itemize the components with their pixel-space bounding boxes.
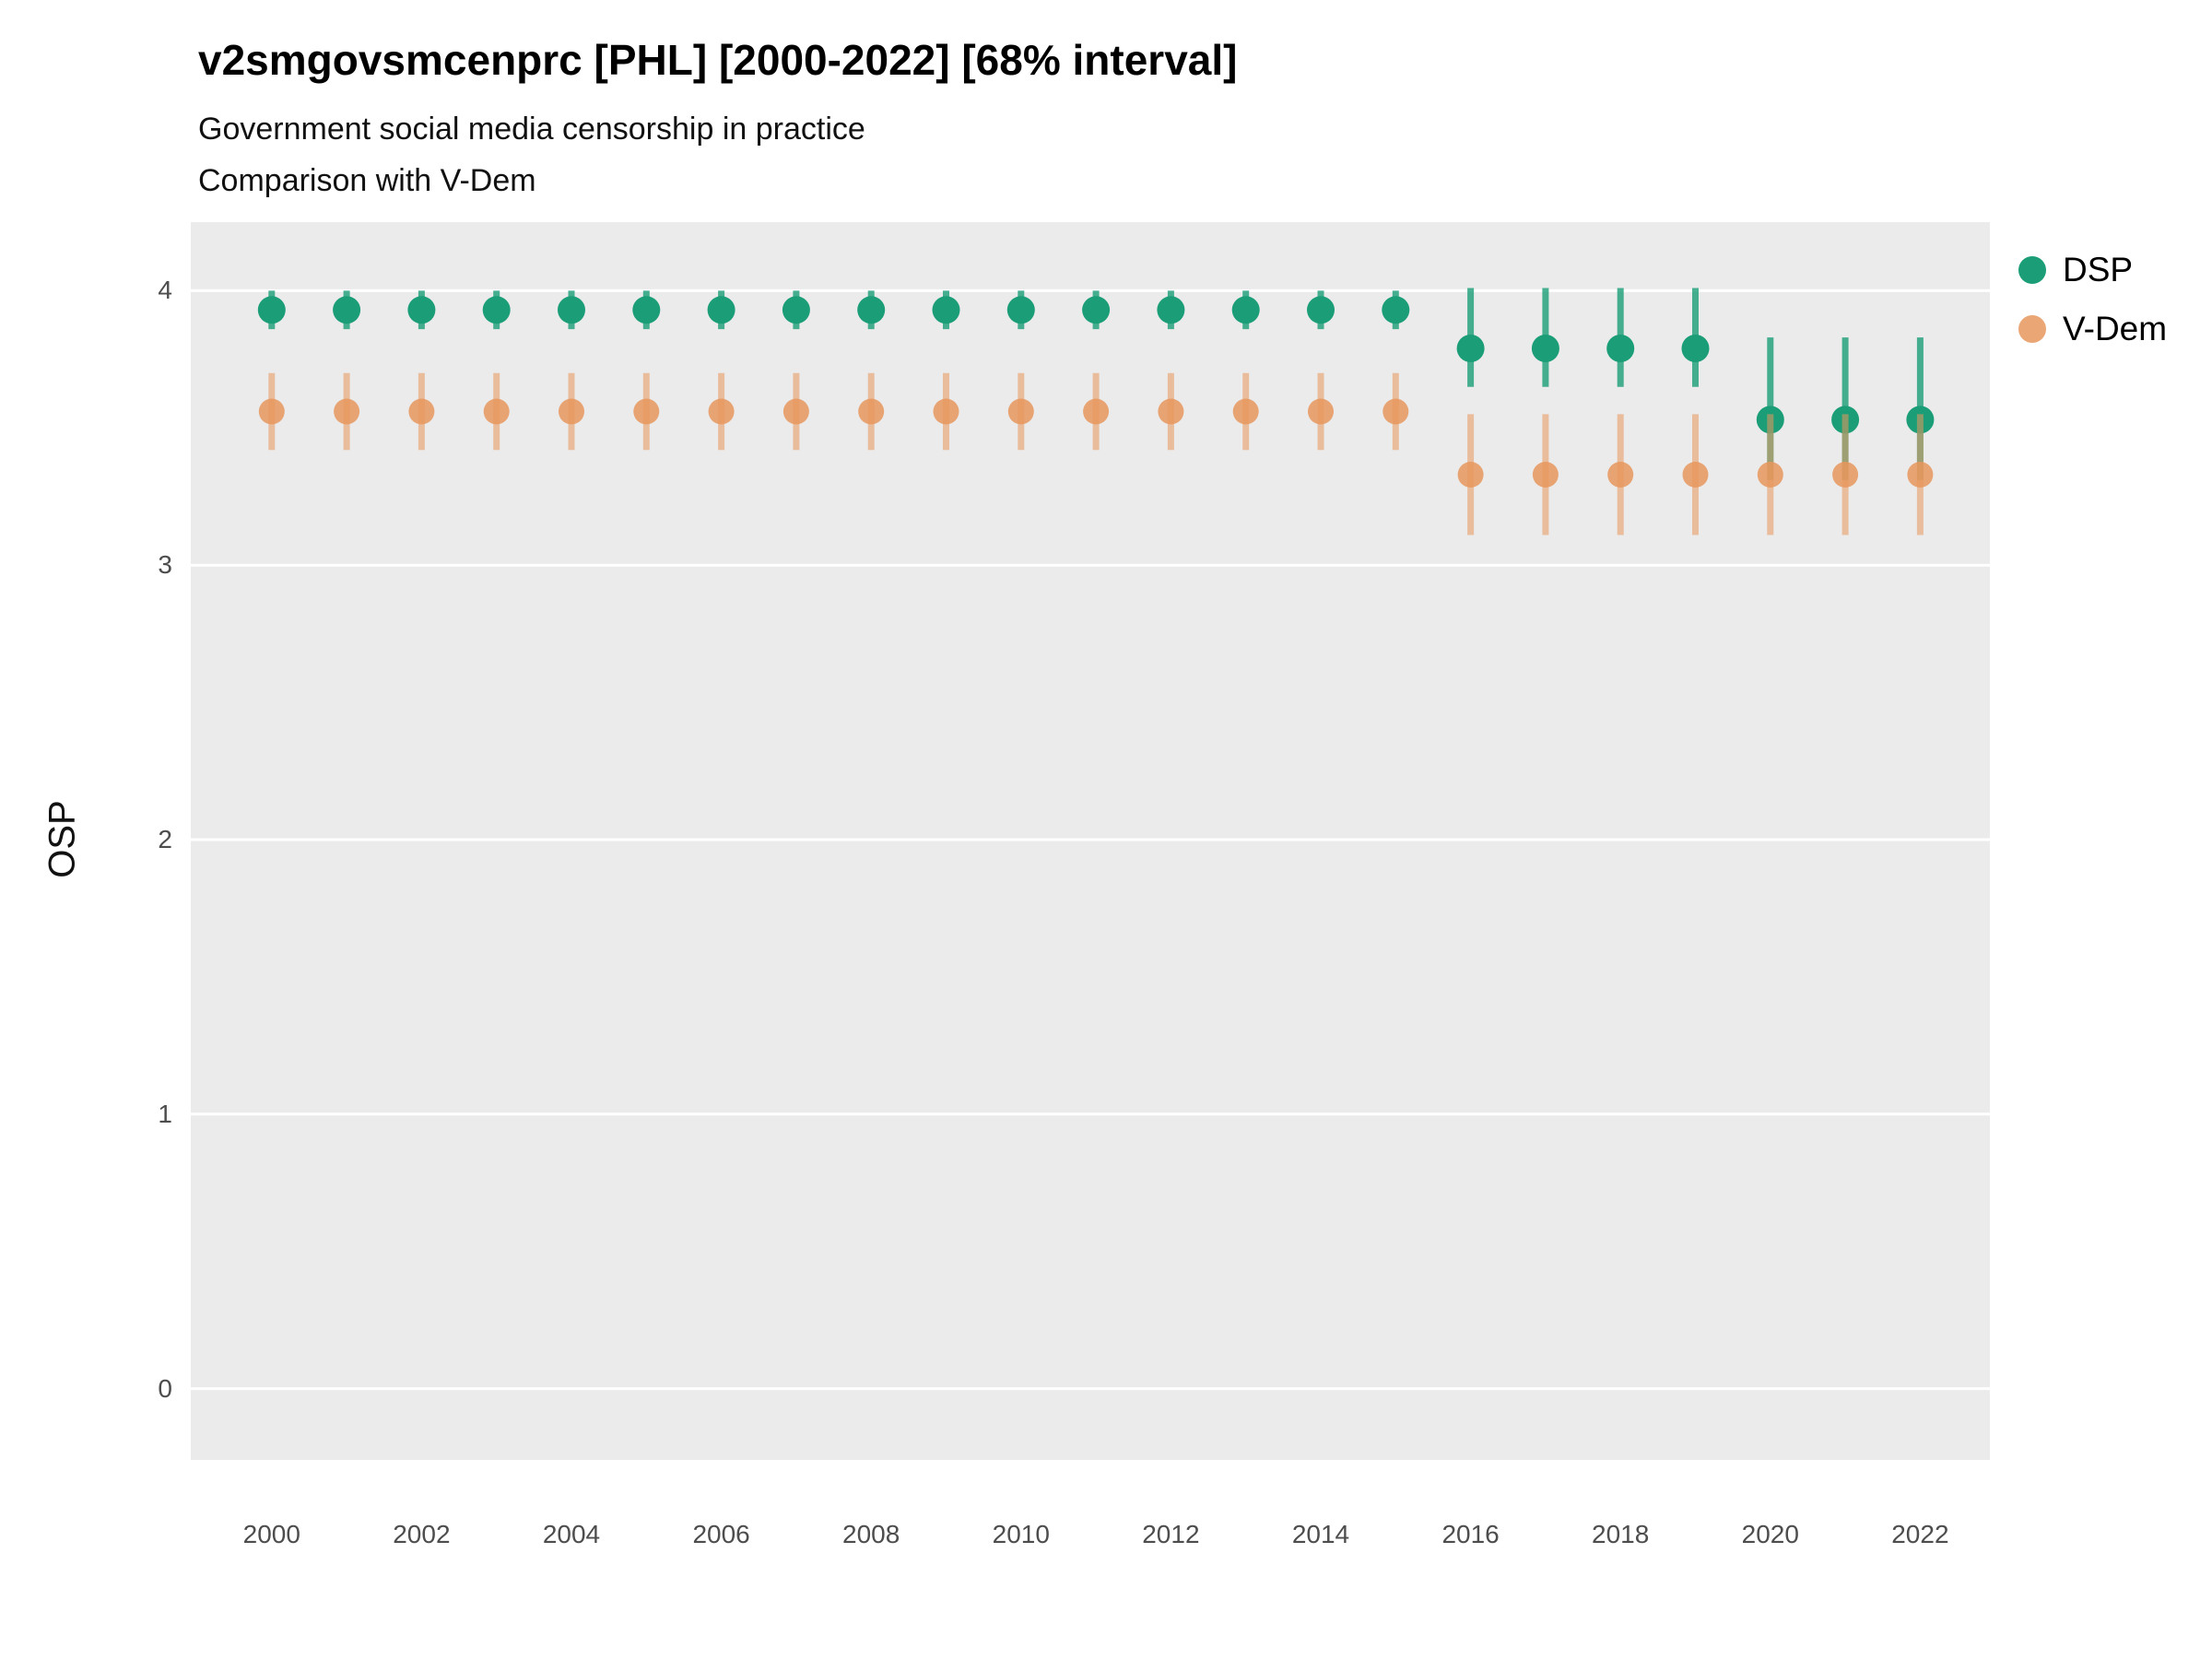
point-DSP-2000: [257, 296, 286, 324]
x-tick-label-2008: 2008: [842, 1520, 900, 1548]
legend: DSP V-Dem: [2018, 251, 2167, 348]
x-tick-label-2012: 2012: [1142, 1520, 1200, 1548]
y-axis-title: OSP: [41, 800, 83, 878]
x-tick-label-2000: 2000: [242, 1520, 300, 1548]
point-V-Dem-2002: [408, 398, 435, 425]
x-tick-label-2010: 2010: [992, 1520, 1050, 1548]
point-DSP-2005: [632, 296, 661, 324]
x-tick-label-2016: 2016: [1441, 1520, 1500, 1548]
y-tick-label-4: 4: [158, 276, 172, 305]
point-V-Dem-2019: [1682, 462, 1709, 488]
point-V-Dem-2016: [1457, 462, 1484, 488]
legend-dot-icon: [2018, 315, 2046, 343]
point-V-Dem-2005: [633, 398, 660, 425]
x-tick-label-2014: 2014: [1291, 1520, 1350, 1548]
chart-subtitle: Government social media censorship in pr…: [198, 103, 865, 206]
y-tick-label-2: 2: [158, 825, 172, 853]
point-DSP-2016: [1456, 335, 1485, 362]
y-tick-label-0: 0: [158, 1373, 172, 1403]
x-tick-label-2018: 2018: [1592, 1520, 1650, 1548]
chart-title: v2smgovsmcenprc [PHL] [2000-2022] [68% i…: [198, 36, 1238, 84]
x-tick-label-2004: 2004: [542, 1520, 601, 1548]
point-DSP-2002: [407, 296, 436, 324]
point-DSP-2009: [932, 296, 960, 324]
point-DSP-2007: [782, 296, 810, 324]
point-V-Dem-2003: [483, 398, 510, 425]
point-DSP-2014: [1307, 296, 1335, 324]
y-tick-label-1: 1: [158, 1099, 172, 1128]
legend-dot-icon: [2018, 256, 2046, 284]
point-DSP-2012: [1157, 296, 1185, 324]
point-V-Dem-2010: [1007, 398, 1034, 425]
point-DSP-2006: [707, 296, 735, 324]
point-V-Dem-2022: [1907, 462, 1934, 488]
x-tick-label-2002: 2002: [393, 1520, 451, 1548]
point-V-Dem-2004: [559, 398, 584, 425]
point-DSP-2013: [1231, 296, 1260, 324]
plot-svg: [191, 288, 1990, 1391]
point-V-Dem-2018: [1607, 462, 1634, 488]
legend-label: V-Dem: [2063, 310, 2168, 347]
y-tick-label-3: 3: [158, 550, 172, 580]
legend-item-V-Dem: V-Dem: [2018, 310, 2167, 348]
x-tick-label-2022: 2022: [1891, 1520, 1949, 1548]
point-V-Dem-2006: [708, 398, 735, 425]
legend-label: DSP: [2063, 251, 2134, 288]
point-V-Dem-2007: [782, 398, 809, 425]
point-DSP-2018: [1606, 335, 1635, 362]
x-tick-label-2006: 2006: [692, 1520, 750, 1548]
point-V-Dem-2013: [1232, 398, 1259, 425]
chart-subtitle-line1: Government social media censorship in pr…: [198, 112, 865, 147]
point-V-Dem-2021: [1832, 462, 1859, 488]
point-V-Dem-2017: [1532, 462, 1559, 488]
point-V-Dem-2012: [1158, 398, 1184, 425]
plot-panel: [191, 222, 1990, 1460]
point-V-Dem-2015: [1382, 398, 1409, 425]
chart-subtitle-line2: Comparison with V-Dem: [198, 163, 536, 198]
point-V-Dem-2011: [1083, 398, 1110, 425]
point-DSP-2011: [1082, 296, 1111, 324]
point-DSP-2001: [333, 296, 361, 324]
point-V-Dem-2009: [933, 398, 959, 425]
point-V-Dem-2000: [258, 398, 285, 425]
point-V-Dem-2008: [858, 398, 885, 425]
point-V-Dem-2014: [1308, 398, 1334, 425]
point-DSP-2010: [1006, 296, 1035, 324]
point-DSP-2015: [1382, 296, 1410, 324]
point-DSP-2019: [1681, 335, 1710, 362]
point-DSP-2008: [857, 296, 886, 324]
legend-item-DSP: DSP: [2018, 251, 2167, 289]
x-tick-label-2020: 2020: [1741, 1520, 1799, 1548]
point-DSP-2004: [558, 296, 585, 324]
point-V-Dem-2001: [334, 398, 360, 425]
point-V-Dem-2020: [1757, 462, 1783, 488]
point-DSP-2017: [1531, 335, 1559, 362]
point-DSP-2003: [482, 296, 511, 324]
